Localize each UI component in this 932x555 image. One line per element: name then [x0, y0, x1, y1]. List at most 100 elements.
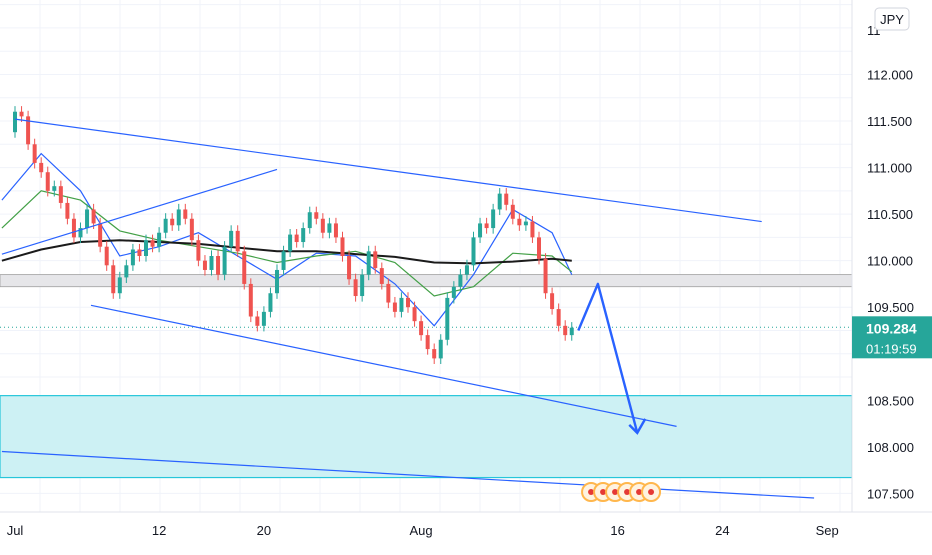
- candle-body: [419, 321, 424, 336]
- candle-body: [52, 186, 57, 191]
- candle-body: [32, 144, 37, 163]
- currency-badge-label: JPY: [880, 12, 904, 27]
- price-tick-label: 110.000: [867, 254, 913, 269]
- candle-body: [91, 209, 96, 224]
- candle-body: [45, 172, 50, 191]
- candle-body: [235, 230, 240, 252]
- candle-body: [563, 325, 568, 336]
- price-tick-label: 110.500: [867, 207, 913, 222]
- candle-body: [491, 209, 496, 229]
- candle-body: [65, 202, 70, 219]
- candle-body: [504, 193, 509, 205]
- trend-line[interactable]: [14, 118, 762, 223]
- candle-body: [281, 251, 286, 270]
- candle-body: [39, 162, 44, 173]
- candle-body: [104, 246, 109, 266]
- candle-body: [216, 256, 221, 275]
- projection-arrow[interactable]: [577, 282, 639, 434]
- candle-body: [26, 116, 31, 145]
- candle-body: [340, 237, 345, 256]
- moving-averages: [1, 152, 573, 327]
- candle-body: [209, 256, 214, 270]
- moving-average-line: [1, 152, 573, 327]
- trend-line[interactable]: [90, 304, 677, 427]
- candle-body: [111, 265, 116, 294]
- candle-body: [294, 234, 299, 243]
- candle-body: [176, 209, 181, 226]
- candle-body: [71, 218, 76, 238]
- candle-body: [183, 209, 188, 219]
- current-price-label[interactable]: [852, 316, 932, 359]
- time-tick-label: 16: [610, 523, 624, 538]
- time-tick-label: Aug: [410, 523, 433, 538]
- price-axis-bg: [852, 0, 932, 512]
- time-tick-label: 20: [257, 523, 271, 538]
- candle-body: [543, 258, 548, 294]
- time-tick-label: 24: [715, 523, 729, 538]
- price-tick-label: 111.500: [867, 114, 912, 129]
- candle-body: [399, 297, 404, 312]
- candle-body: [406, 297, 410, 308]
- candle-body: [98, 223, 103, 247]
- candle-body: [222, 246, 227, 275]
- support-zone: [0, 395, 853, 479]
- time-axis[interactable]: Jul 12 20 Aug 16 24 Sep: [0, 511, 932, 550]
- price-axis[interactable]: 112.000 111.500 111.000 110.500 110.000 109.5…: [851, 0, 932, 512]
- candle-body: [275, 269, 279, 294]
- candle-body: [537, 237, 541, 259]
- event-marker-dot: [600, 489, 607, 495]
- candle-body: [432, 349, 437, 359]
- time-tick-label: Jul: [7, 523, 24, 538]
- candle-body: [78, 228, 83, 238]
- moving-average-line: [1, 190, 573, 297]
- candle-body: [85, 209, 90, 229]
- candle-body: [556, 309, 561, 326]
- current-price-value: 109.284: [866, 320, 917, 336]
- event-marker-dot: [612, 489, 619, 495]
- candle-body: [569, 327, 574, 336]
- event-marker-dot: [648, 489, 655, 495]
- trend-lines[interactable]: [1, 118, 815, 499]
- candle-body: [13, 111, 17, 133]
- price-tick-label: 112.000: [867, 67, 913, 82]
- candle-body: [523, 221, 528, 226]
- candle-body: [261, 311, 266, 326]
- candle-body: [347, 256, 352, 280]
- candle-body: [157, 232, 162, 247]
- candle-body: [163, 218, 168, 233]
- candle-body: [268, 293, 273, 312]
- event-markers[interactable]: [581, 482, 662, 502]
- candle-body: [242, 251, 247, 284]
- candle-body: [478, 223, 483, 238]
- candle-body: [229, 230, 234, 247]
- price-tick-label: 108.000: [867, 440, 914, 455]
- candle-body: [366, 251, 371, 275]
- candle-body: [386, 283, 391, 303]
- candle-body: [327, 223, 332, 233]
- candle-body: [301, 228, 306, 243]
- candle-body: [196, 240, 201, 261]
- candle-body: [130, 249, 135, 266]
- time-tick-label: Sep: [816, 523, 839, 538]
- candle-body: [19, 111, 24, 117]
- candle-body: [517, 218, 522, 226]
- candle-body: [464, 265, 469, 275]
- time-axis-bg: [0, 512, 932, 550]
- candle-body: [353, 279, 358, 297]
- price-tick-label: 111.000: [867, 161, 912, 176]
- currency-badge[interactable]: [874, 7, 910, 31]
- candle-body: [307, 212, 312, 229]
- candle-body: [510, 204, 515, 219]
- trend-line[interactable]: [1, 450, 815, 499]
- candle-body: [150, 240, 155, 247]
- trend-line[interactable]: [1, 168, 278, 255]
- zones: [0, 274, 853, 479]
- event-marker-dot: [636, 489, 643, 495]
- projection-arrowhead[interactable]: [628, 418, 647, 435]
- candle-body: [484, 223, 489, 229]
- event-marker-dot: [588, 489, 595, 495]
- candle-body: [412, 307, 417, 322]
- candle-body: [117, 277, 122, 294]
